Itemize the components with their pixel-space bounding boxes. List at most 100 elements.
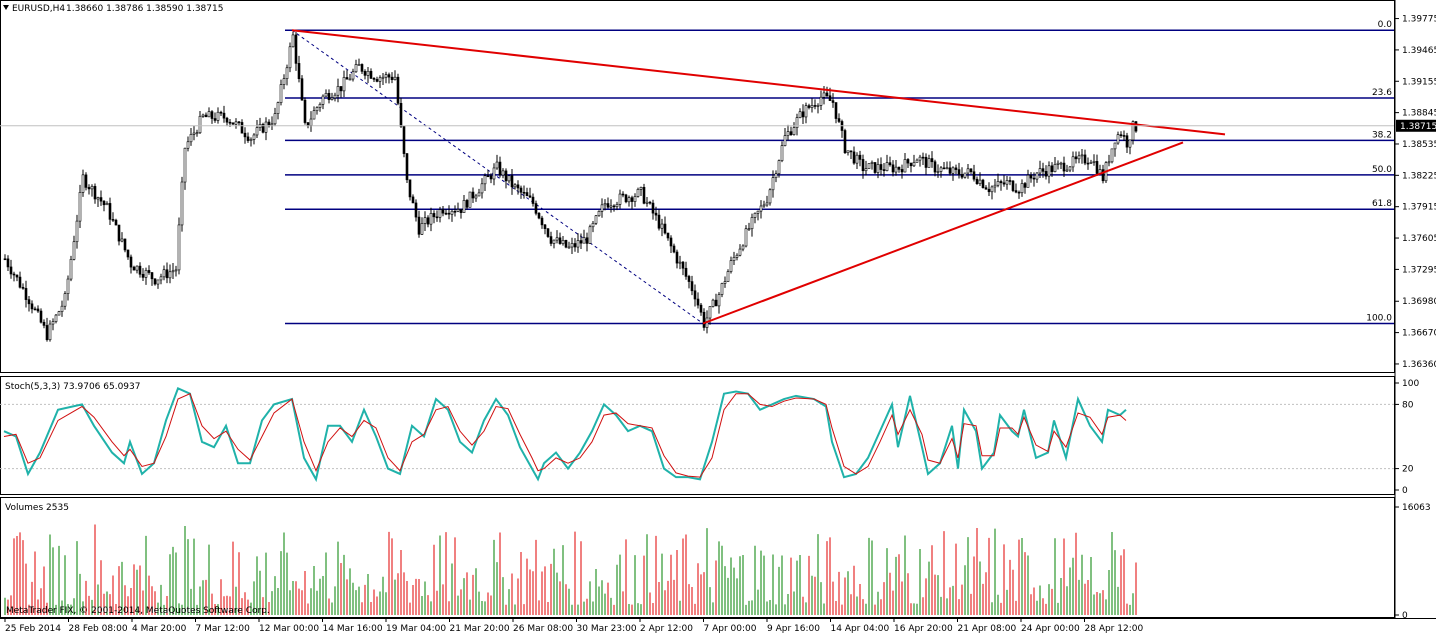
- candle-body: [72, 241, 76, 260]
- candle-body: [789, 131, 793, 136]
- candle-body: [564, 240, 568, 248]
- candle-body: [726, 271, 730, 282]
- candle-body: [936, 171, 940, 173]
- candle-body: [816, 105, 820, 107]
- time-tick-label: 21 Apr 08:00: [958, 624, 1017, 634]
- candle-body: [1092, 161, 1096, 163]
- candle-body: [666, 232, 670, 239]
- candle-body: [411, 196, 415, 204]
- candle-body: [549, 236, 553, 244]
- candle-body: [1101, 169, 1105, 182]
- candle-body: [1077, 155, 1081, 160]
- candle-body: [693, 290, 697, 300]
- candle-body: [6, 258, 10, 268]
- candle-body: [747, 228, 751, 231]
- candle-body: [189, 134, 193, 143]
- candle-body: [372, 78, 376, 80]
- candle-body: [390, 76, 394, 80]
- candle-body: [942, 167, 946, 170]
- candle-body: [774, 173, 778, 178]
- candle-body: [495, 161, 499, 169]
- candle-body: [954, 167, 958, 170]
- candle-body: [594, 215, 598, 224]
- candle-body: [1089, 162, 1093, 164]
- candle-body: [144, 270, 148, 278]
- candle-body: [561, 240, 565, 244]
- candle-body: [861, 159, 865, 172]
- price-pane[interactable]: [0, 0, 1395, 373]
- candle-body: [708, 306, 712, 319]
- collapse-triangle-icon[interactable]: [3, 5, 9, 10]
- stoch-tick-label: 100: [1402, 379, 1419, 389]
- candle-body: [531, 196, 535, 204]
- candle-body: [924, 156, 928, 168]
- stochastic-series: 100 80 20 0: [0, 379, 1419, 496]
- candle-body: [66, 278, 70, 295]
- candle-body: [42, 321, 46, 326]
- copyright-notice: MetaTrader FIX, © 2001-2014, MetaQuotes …: [6, 606, 270, 616]
- candle-body: [504, 170, 508, 182]
- candle-body: [291, 34, 295, 48]
- candle-body: [711, 299, 715, 307]
- candle-body: [876, 164, 880, 173]
- candle-body: [450, 210, 454, 215]
- candle-body: [138, 265, 142, 275]
- candle-body: [888, 162, 892, 166]
- price-tick-label: 1.38535: [1402, 140, 1436, 150]
- candle-body: [753, 212, 757, 218]
- candle-body: [678, 261, 682, 264]
- candle-body: [969, 168, 973, 173]
- time-tick-label: 21 Mar 20:00: [450, 624, 510, 634]
- candle-body: [246, 136, 250, 141]
- candle-body: [627, 197, 631, 203]
- candle-body: [75, 220, 79, 243]
- candle-body: [105, 203, 109, 206]
- candle-body: [219, 111, 223, 114]
- candle-body: [84, 174, 88, 188]
- candle-body: [153, 278, 157, 285]
- price-tick-label: 1.39465: [1402, 46, 1436, 56]
- candle-body: [783, 135, 787, 146]
- candle-body: [798, 111, 802, 118]
- candle-body: [870, 162, 874, 164]
- candle-body: [1032, 177, 1036, 180]
- candle-body: [9, 266, 13, 275]
- candle-body: [453, 210, 457, 213]
- candle-body: [183, 147, 187, 183]
- candle-body: [1053, 164, 1057, 172]
- candle-body: [831, 100, 835, 103]
- candle-body: [492, 167, 496, 180]
- candle-body: [510, 175, 514, 188]
- candle-body: [45, 325, 49, 341]
- candle-body: [855, 154, 859, 164]
- candle-body: [177, 224, 181, 271]
- candle-body: [426, 217, 430, 225]
- stoch-main-line: [3, 387, 1127, 483]
- candle-body: [168, 271, 172, 279]
- price-tick-label: 1.36670: [1402, 329, 1436, 339]
- candle-body: [981, 179, 985, 188]
- candle-body: [582, 237, 586, 244]
- candle-body: [795, 117, 799, 128]
- price-tick-label: 1.37605: [1402, 234, 1436, 244]
- candle-body: [207, 111, 211, 118]
- candle-body: [828, 95, 832, 101]
- candle-body: [204, 114, 208, 118]
- price-tick-label: 1.37295: [1402, 265, 1436, 275]
- candle-body: [399, 103, 403, 127]
- trendlines[interactable]: [291, 29, 1226, 325]
- fibonacci-retracement[interactable]: 0.0 23.6 38.2 50.0 61.8 100.0: [285, 20, 1394, 325]
- candle-body: [1125, 135, 1129, 148]
- candle-body: [1134, 121, 1138, 132]
- candle-body: [639, 186, 643, 190]
- candle-body: [1044, 171, 1048, 177]
- time-tick-label: 24 Apr 00:00: [1021, 624, 1080, 634]
- candle-body: [558, 237, 562, 244]
- stoch-pane[interactable]: [0, 376, 1395, 495]
- candle-body: [930, 158, 934, 163]
- price-tick-label: 1.38225: [1402, 171, 1436, 181]
- candle-body: [321, 95, 325, 105]
- candle-body: [933, 161, 937, 173]
